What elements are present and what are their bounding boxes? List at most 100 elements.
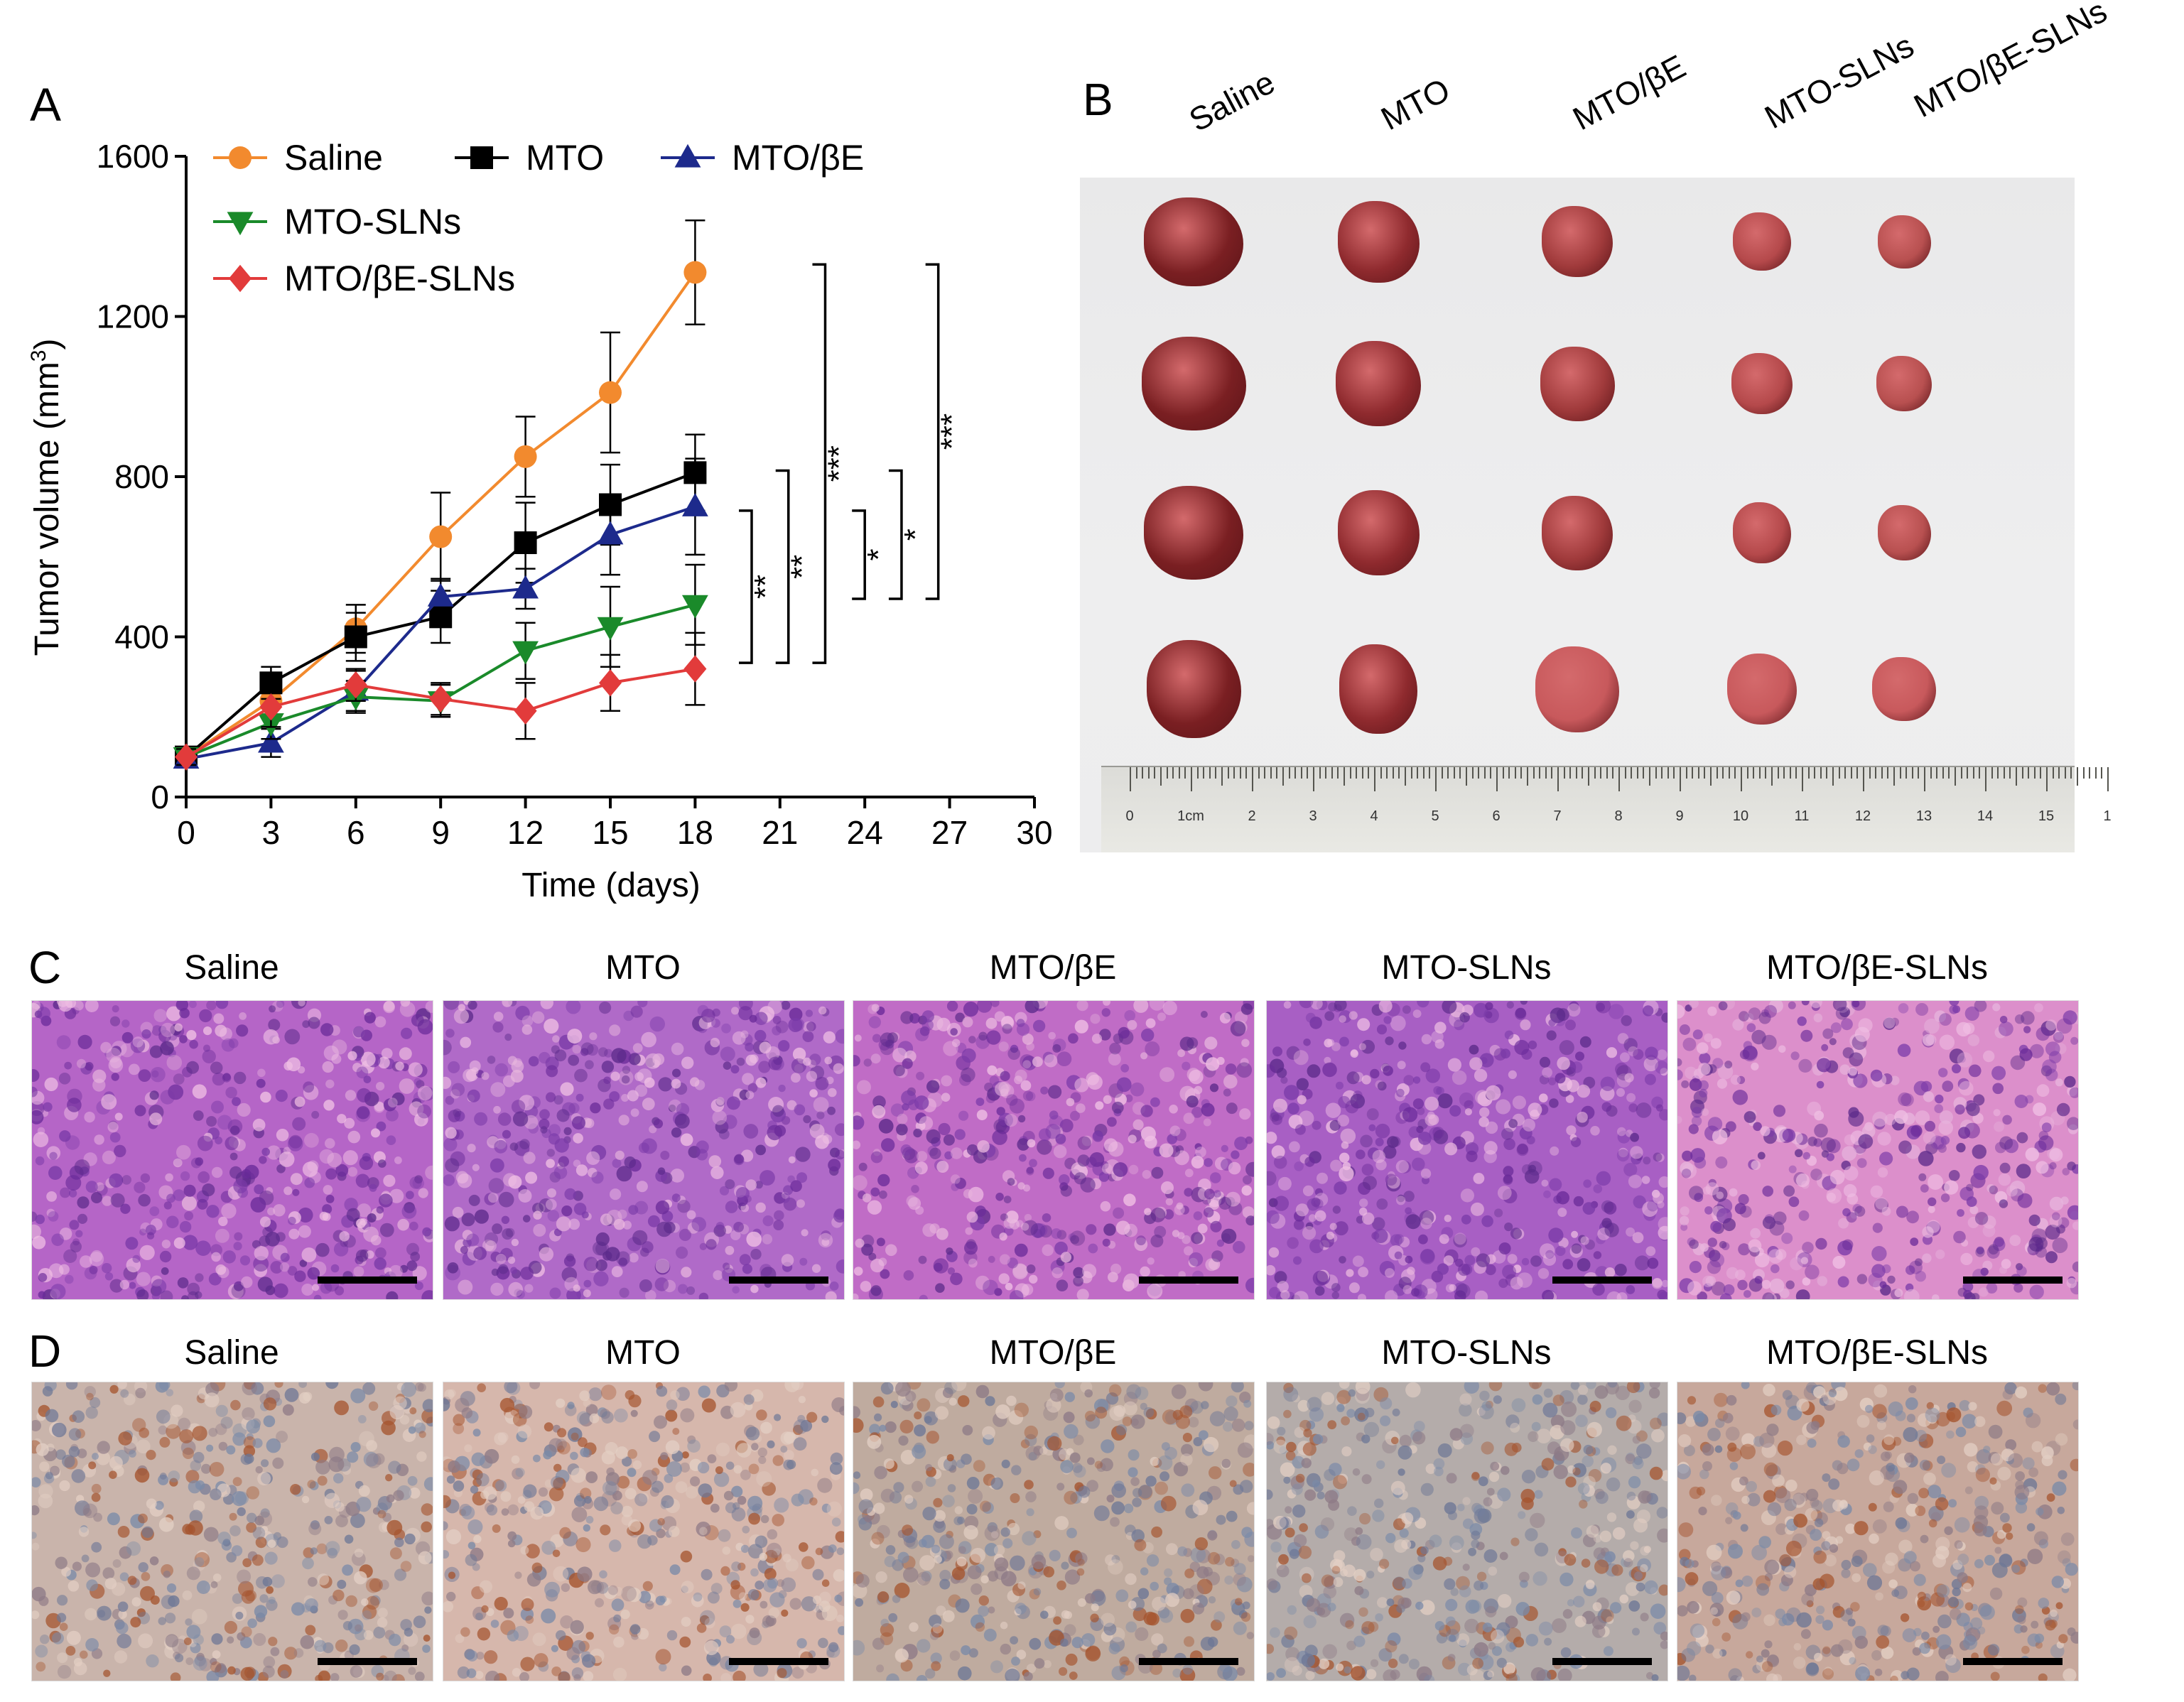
data-point xyxy=(514,445,537,468)
ruler-tick xyxy=(1471,767,1474,779)
cell-texture xyxy=(32,1001,433,1299)
ruler-tick xyxy=(1783,767,1785,779)
histology-label: MTO-SLNs xyxy=(1381,949,1552,987)
tumor-sample xyxy=(1146,640,1241,738)
ruler-tick xyxy=(1331,767,1333,779)
ruler-tick xyxy=(1863,767,1864,791)
scale-bar xyxy=(1552,1276,1652,1284)
scale-bar xyxy=(318,1658,417,1665)
histology-image xyxy=(443,1382,845,1681)
ruler-tick xyxy=(1588,767,1589,786)
ruler-tick xyxy=(1887,767,1889,779)
histology-label: MTO xyxy=(605,949,681,987)
chart-series xyxy=(173,219,708,771)
ruler-tick xyxy=(1356,767,1358,779)
panel-letter-d: D xyxy=(28,1326,62,1377)
legend-label: MTO/βE xyxy=(732,138,864,178)
x-tick-label: 12 xyxy=(507,814,544,851)
data-point xyxy=(599,381,622,404)
ruler-tick xyxy=(1838,767,1840,779)
ruler-number: 9 xyxy=(1675,808,1684,824)
ruler-tick xyxy=(1881,767,1883,779)
ruler-tick xyxy=(1478,767,1480,779)
data-point xyxy=(597,617,624,641)
ruler-tick xyxy=(1245,767,1248,779)
data-point xyxy=(344,671,367,699)
panel-letter-a: A xyxy=(30,78,61,131)
ruler-tick xyxy=(1539,767,1541,779)
tumor-sample xyxy=(1141,337,1246,430)
tumor-sample xyxy=(1337,489,1420,576)
data-point xyxy=(597,521,624,545)
ruler-tick xyxy=(1239,767,1241,779)
tumor-sample xyxy=(1542,495,1613,570)
ruler-tick xyxy=(1606,767,1608,779)
tumor-sample xyxy=(1872,656,1936,722)
histology-image xyxy=(853,1382,1255,1681)
data-point xyxy=(512,575,539,599)
data-point xyxy=(429,685,453,713)
ruler-tick xyxy=(1844,767,1847,779)
ruler-tick xyxy=(1972,767,1974,779)
ruler-tick xyxy=(1826,767,1828,779)
legend-item: MTO/βE xyxy=(661,138,864,178)
ruler-tick xyxy=(1252,767,1253,791)
photo-column-label: Saline xyxy=(1183,63,1281,139)
histology-label: MTO xyxy=(605,1334,681,1372)
chart-ticks: 0 3 6 9 12 15 18 21 24 27 30 0 400 800 1200 1600 xyxy=(97,138,1053,851)
histology-label: MTO/βE-SLNs xyxy=(1766,1334,1989,1372)
tumor-sample xyxy=(1337,200,1420,283)
ruler-tick xyxy=(1196,767,1199,779)
histology-image xyxy=(443,1000,845,1300)
tumor-sample xyxy=(1339,644,1417,735)
legend-label: MTO xyxy=(526,138,604,178)
data-point xyxy=(175,743,198,771)
series-MTO/βE-SLNs xyxy=(175,632,707,771)
scale-bar xyxy=(1963,1276,2063,1284)
ruler-tick xyxy=(1746,767,1748,779)
tumor-sample xyxy=(1876,355,1932,412)
tumor-sample xyxy=(1335,340,1422,427)
significance-bracket: * xyxy=(888,469,933,600)
histology-image xyxy=(1266,1382,1668,1681)
significance-label: * xyxy=(898,529,933,541)
data-point xyxy=(514,697,537,725)
ruler-tick xyxy=(1405,767,1406,786)
ruler-tick xyxy=(2094,767,2097,779)
ruler-tick xyxy=(1221,767,1223,786)
ruler-tick xyxy=(1649,767,1650,786)
ruler-tick xyxy=(1264,767,1266,779)
histology-image xyxy=(1677,1000,2079,1300)
ruler-tick xyxy=(1429,767,1431,779)
cell-texture xyxy=(1677,1001,2078,1299)
ruler-number: 15 xyxy=(2038,808,2055,824)
ruler-tick xyxy=(2033,767,2036,779)
ruler-tick xyxy=(1582,767,1584,779)
ruler-number: 4 xyxy=(1370,808,1378,824)
ruler-number: 6 xyxy=(1492,808,1501,824)
legend-item: MTO xyxy=(455,138,604,178)
ruler-tick xyxy=(1368,767,1370,779)
bracket-line xyxy=(852,509,866,600)
data-point xyxy=(229,146,252,169)
ruler-tick xyxy=(2040,767,2042,779)
ruler-tick xyxy=(2016,767,2017,786)
ruler-tick xyxy=(1466,767,1467,786)
ruler-tick xyxy=(1899,767,1901,779)
significance-bracket: ** xyxy=(775,469,820,664)
ruler-tick xyxy=(1807,767,1810,779)
ruler-tick xyxy=(1814,767,1816,779)
ruler-number: 13 xyxy=(1915,808,1932,824)
y-tick-label: 400 xyxy=(114,619,169,656)
x-tick-label: 30 xyxy=(1016,814,1052,851)
ruler-tick xyxy=(1344,767,1345,786)
ruler-tick xyxy=(1527,767,1528,786)
ruler-tick xyxy=(1209,767,1211,779)
ruler-tick xyxy=(1410,767,1412,779)
ruler-tick xyxy=(1600,767,1602,779)
x-tick-label: 24 xyxy=(847,814,883,851)
legend-label: Saline xyxy=(284,138,383,178)
ruler-tick xyxy=(1490,767,1492,779)
ruler-tick xyxy=(1551,767,1553,779)
ruler-tick xyxy=(1673,767,1675,779)
